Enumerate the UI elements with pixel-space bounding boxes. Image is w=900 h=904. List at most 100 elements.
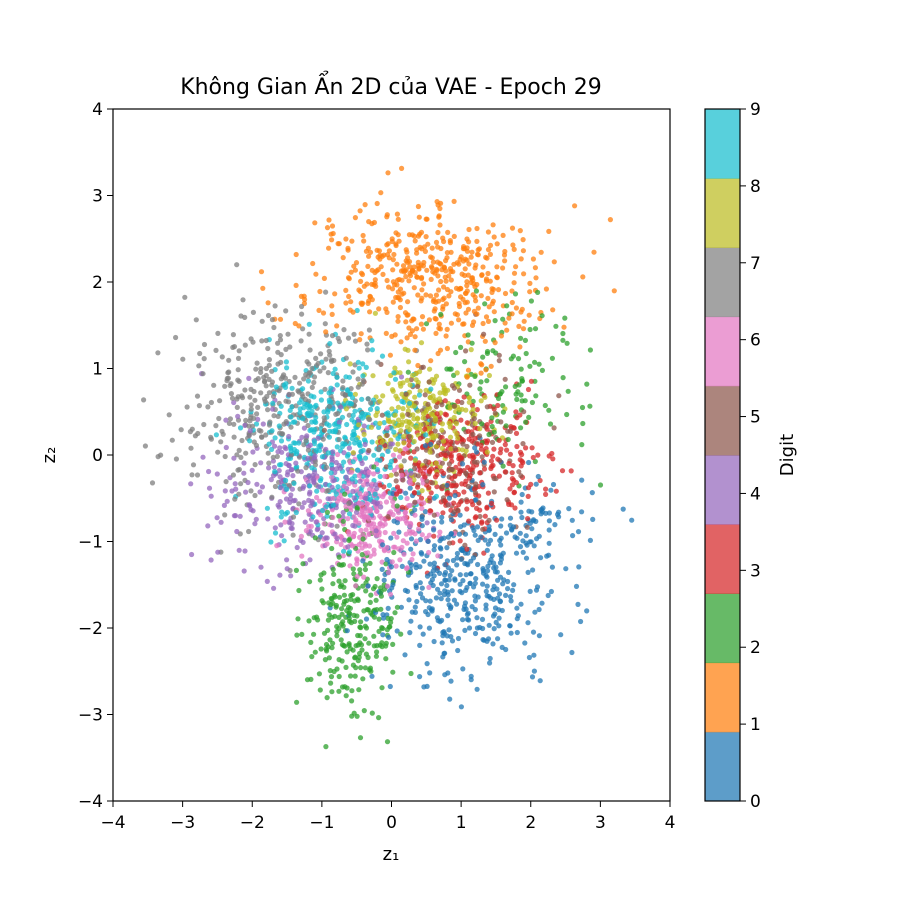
scatter-point-digit-7 — [298, 338, 304, 344]
scatter-point-digit-9 — [391, 429, 397, 435]
scatter-point-digit-0 — [535, 473, 541, 480]
scatter-point-digit-1 — [506, 315, 512, 321]
scatter-point-digit-4 — [362, 469, 368, 475]
scatter-point-digit-0 — [363, 616, 370, 622]
scatter-point-digit-8 — [439, 421, 445, 427]
scatter-point-digit-2 — [553, 323, 559, 329]
scatter-point-digit-3 — [464, 499, 470, 505]
scatter-point-digit-2 — [358, 665, 364, 671]
scatter-point-digit-0 — [472, 593, 478, 599]
scatter-point-digit-1 — [403, 274, 409, 280]
scatter-point-digit-0 — [536, 533, 542, 539]
scatter-point-digit-0 — [518, 509, 524, 515]
scatter-point-digit-1 — [485, 229, 491, 235]
scatter-point-digit-5 — [439, 460, 445, 466]
scatter-point-digit-5 — [551, 425, 557, 431]
scatter-point-digit-9 — [325, 450, 331, 456]
scatter-point-digit-0 — [520, 549, 526, 555]
scatter-point-digit-7 — [261, 374, 267, 380]
scatter-point-digit-1 — [384, 242, 390, 248]
scatter-point-digit-6 — [373, 508, 380, 514]
scatter-point-digit-7 — [352, 338, 359, 344]
scatter-point-digit-7 — [343, 355, 349, 361]
scatter-point-digit-3 — [427, 495, 433, 501]
scatter-point-digit-5 — [452, 445, 458, 452]
scatter-point-digit-5 — [473, 481, 479, 487]
scatter-point-digit-1 — [435, 298, 442, 304]
colorbar-tick-label: 3 — [750, 561, 761, 581]
scatter-point-digit-7 — [246, 433, 252, 439]
scatter-point-digit-2 — [336, 554, 342, 560]
scatter-point-digit-8 — [393, 393, 399, 399]
scatter-point-digit-9 — [355, 359, 361, 365]
scatter-point-digit-4 — [329, 522, 335, 528]
scatter-point-digit-3 — [506, 460, 512, 467]
scatter-point-digit-0 — [449, 638, 456, 644]
scatter-point-digit-4 — [241, 568, 247, 574]
scatter-point-digit-3 — [427, 468, 433, 474]
scatter-point-digit-0 — [556, 514, 562, 520]
scatter-point-digit-0 — [525, 569, 531, 576]
scatter-point-digit-0 — [435, 618, 441, 624]
scatter-point-digit-8 — [418, 422, 424, 428]
scatter-point-digit-1 — [561, 324, 567, 330]
scatter-point-digit-4 — [307, 489, 313, 495]
scatter-point-digit-0 — [457, 581, 463, 587]
scatter-point-digit-1 — [441, 284, 447, 290]
scatter-point-digit-0 — [525, 620, 531, 626]
scatter-point-digit-0 — [409, 609, 415, 615]
scatter-point-digit-8 — [352, 391, 358, 397]
colorbar-tick-label: 7 — [750, 254, 761, 274]
scatter-point-digit-7 — [318, 351, 324, 357]
scatter-point-digit-7 — [251, 439, 257, 445]
scatter-point-digit-4 — [252, 521, 258, 527]
scatter-point-digit-1 — [395, 318, 401, 324]
scatter-point-digit-7 — [309, 365, 315, 371]
colorbar-tick-label: 0 — [750, 792, 761, 812]
scatter-point-digit-3 — [511, 490, 517, 496]
scatter-point-digit-0 — [438, 596, 444, 602]
scatter-point-digit-8 — [447, 404, 453, 410]
scatter-point-digit-2 — [294, 632, 300, 638]
scatter-point-digit-1 — [433, 330, 439, 336]
scatter-point-digit-0 — [629, 517, 635, 523]
scatter-point-digit-3 — [422, 426, 428, 432]
scatter-point-digit-1 — [332, 291, 338, 297]
scatter-point-digit-4 — [222, 488, 228, 494]
scatter-point-digit-5 — [502, 376, 508, 382]
scatter-point-digit-9 — [279, 509, 285, 515]
scatter-point-digit-0 — [587, 537, 594, 544]
scatter-point-digit-2 — [330, 566, 336, 573]
scatter-point-digit-6 — [317, 512, 324, 518]
scatter-point-digit-0 — [384, 556, 390, 563]
scatter-point-digit-1 — [435, 244, 441, 250]
scatter-point-digit-1 — [404, 335, 410, 341]
scatter-point-digit-0 — [412, 604, 418, 610]
scatter-point-digit-2 — [547, 421, 554, 427]
scatter-point-digit-7 — [293, 403, 299, 409]
scatter-point-digit-5 — [406, 433, 412, 439]
scatter-point-digit-7 — [243, 450, 249, 456]
scatter-point-digit-7 — [230, 332, 236, 338]
scatter-point-digit-2 — [470, 398, 476, 404]
scatter-point-digit-0 — [546, 527, 552, 533]
scatter-point-digit-1 — [334, 323, 340, 329]
scatter-point-digit-0 — [480, 625, 486, 632]
scatter-point-digit-7 — [270, 393, 277, 399]
scatter-point-digit-9 — [341, 548, 347, 555]
scatter-point-digit-0 — [507, 515, 514, 521]
scatter-point-digit-6 — [347, 505, 353, 511]
scatter-point-digit-8 — [412, 394, 418, 400]
scatter-point-digit-2 — [532, 359, 538, 365]
scatter-point-digit-7 — [248, 488, 254, 494]
scatter-point-digit-8 — [396, 422, 402, 428]
scatter-point-digit-0 — [428, 441, 434, 447]
scatter-point-digit-9 — [360, 361, 366, 367]
scatter-point-digit-7 — [355, 384, 361, 390]
scatter-point-digit-4 — [319, 530, 325, 536]
scatter-point-digit-9 — [349, 417, 355, 423]
x-tick-label: 1 — [456, 813, 467, 833]
scatter-point-digit-4 — [325, 496, 331, 502]
scatter-point-digit-5 — [524, 524, 530, 530]
